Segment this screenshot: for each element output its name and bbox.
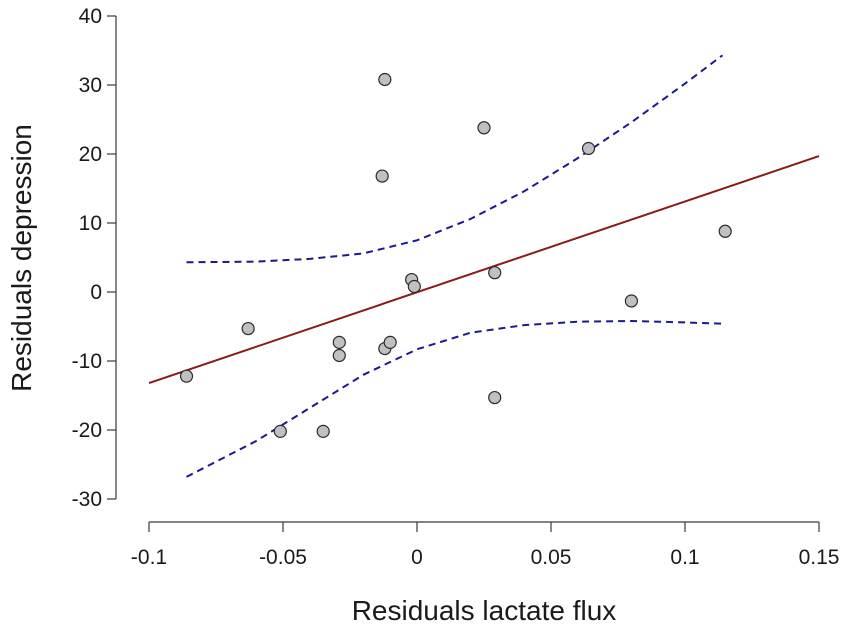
plot-area [148,54,820,478]
regression-line [148,155,820,385]
data-point [407,279,421,294]
data-point [179,369,194,383]
data-point [624,294,639,308]
y-tick-label: 10 [79,212,102,235]
data-point [581,141,596,156]
data-point [332,335,346,349]
data-point [375,169,389,183]
data-point [718,224,732,238]
data-point [488,390,502,405]
x-tick-label: 0 [411,546,423,569]
y-axis-title: Residuals depression [6,124,37,392]
y-tick-label: 30 [79,74,102,97]
axes: -30 -20 -10 0 10 20 30 40 -0.1 -0.05 0 0.05 0.1 0.15 [72,5,840,569]
ci-lower-line [186,319,723,478]
data-point [477,121,491,135]
x-tick-label: -0.1 [131,546,167,569]
y-tick-label: -20 [72,419,102,442]
y-tick-label: 40 [79,5,102,28]
data-point [332,348,346,363]
y-tick-label: 0 [90,281,102,304]
data-point [383,335,397,349]
ci-upper-line [186,54,724,264]
y-tick-label: -10 [72,350,102,373]
x-tick-label: 0.05 [531,546,572,569]
x-axis-title: Residuals lactate flux [352,595,617,626]
y-tick-label: -30 [72,488,102,511]
data-point [378,72,392,87]
x-tick-label: -0.05 [259,546,307,569]
data-point [316,424,330,438]
x-tick-label: 0.1 [670,546,699,569]
y-tick-label: 20 [79,143,102,166]
data-point [273,424,287,438]
data-point [241,321,255,336]
data-point [488,266,502,280]
x-tick-label: 0.15 [799,546,840,569]
